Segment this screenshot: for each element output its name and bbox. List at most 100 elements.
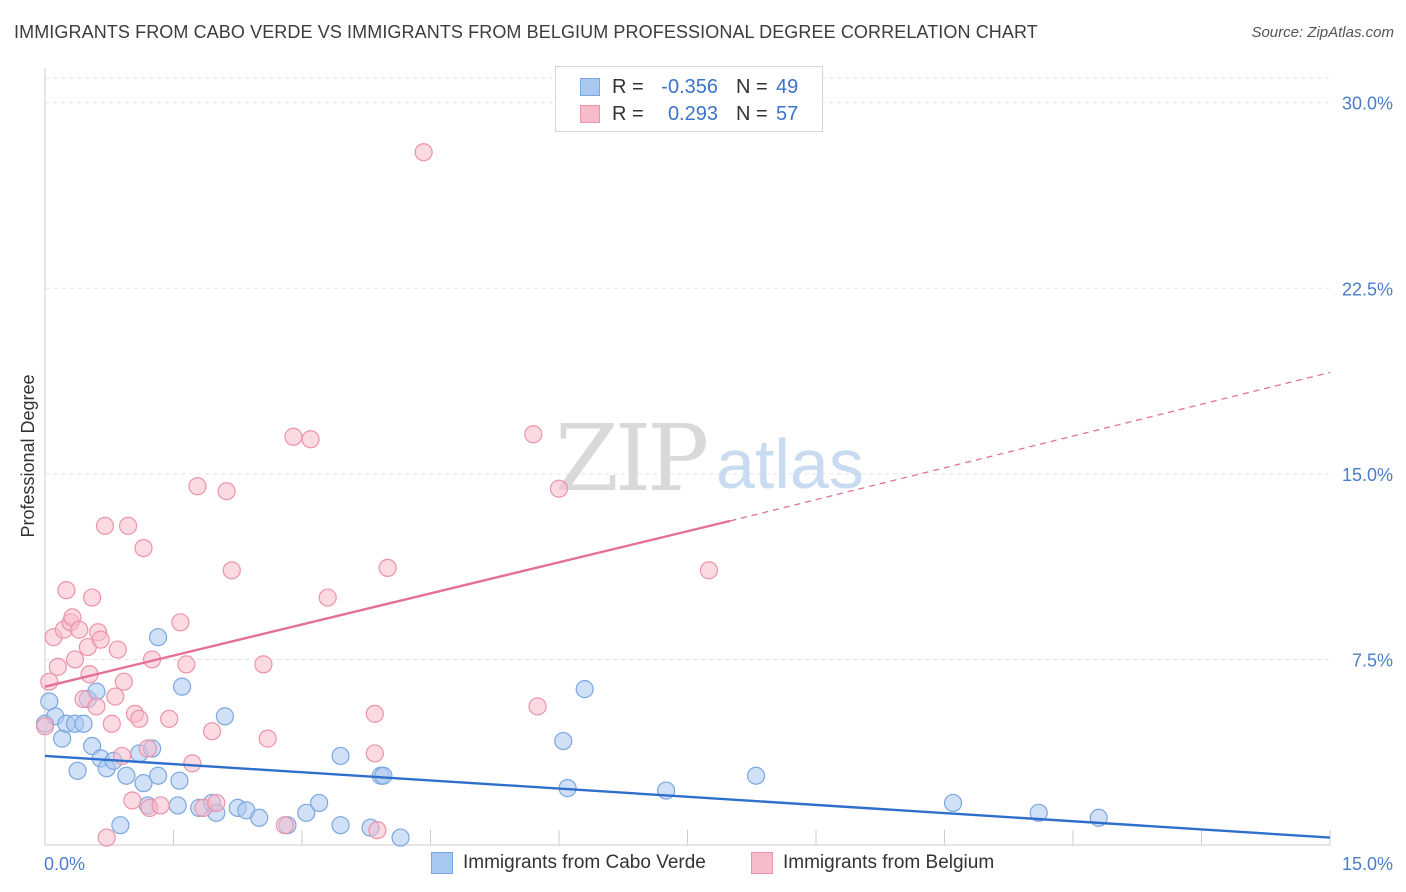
point-belgium xyxy=(207,793,226,813)
point-cabo-verde xyxy=(331,746,350,766)
point-cabo-verde xyxy=(297,803,316,822)
point-cabo-verde xyxy=(170,771,189,790)
bottom-swatch-cabo-verde xyxy=(431,852,453,874)
trend-lines xyxy=(44,371,1331,839)
point-cabo-verde xyxy=(331,816,350,835)
legend-n-label: N = xyxy=(736,102,768,125)
point-belgium xyxy=(549,479,569,498)
data-points xyxy=(35,143,1108,847)
legend-r-label: R = xyxy=(612,75,644,98)
point-belgium xyxy=(83,588,102,607)
point-cabo-verde xyxy=(250,808,269,827)
point-cabo-verde xyxy=(168,796,187,815)
legend-n-value: 49 xyxy=(776,75,799,98)
bottom-swatch-belgium xyxy=(751,852,773,874)
point-belgium xyxy=(528,697,547,716)
point-cabo-verde xyxy=(148,766,168,785)
x-tick-label: 0.0% xyxy=(44,854,85,874)
point-belgium xyxy=(217,482,236,501)
source-label: Source: ZipAtlas.com xyxy=(1251,24,1394,41)
point-belgium xyxy=(35,717,55,736)
point-belgium xyxy=(48,657,67,676)
legend-n-label: N = xyxy=(736,75,768,98)
legend-n-value: 57 xyxy=(776,102,799,125)
y-tick-label: 30.0% xyxy=(1342,94,1393,114)
point-belgium xyxy=(222,561,241,580)
point-belgium xyxy=(414,143,433,162)
legend-row-cabo-verde: R = -0.356 N = 49 xyxy=(580,74,798,100)
y-axis-label: Professional Degree xyxy=(18,374,38,537)
point-belgium xyxy=(301,430,320,449)
legend-swatch-cabo-verde xyxy=(580,78,600,96)
point-belgium xyxy=(130,709,149,728)
point-belgium xyxy=(97,828,116,847)
point-cabo-verde xyxy=(74,714,93,733)
point-belgium xyxy=(151,796,170,815)
point-belgium xyxy=(183,754,202,773)
point-belgium xyxy=(95,516,115,535)
point-cabo-verde xyxy=(83,736,102,756)
x-tick-label: 15.0% xyxy=(1342,854,1393,874)
point-cabo-verde xyxy=(746,766,766,785)
legend-swatch-belgium xyxy=(580,105,600,123)
legend-r-value: -0.356 xyxy=(661,75,718,98)
point-cabo-verde xyxy=(148,628,168,647)
legend-row-belgium: R = 0.293 N = 57 xyxy=(580,101,798,127)
point-belgium xyxy=(284,427,303,446)
stats-legend: R = -0.356 N = 49 R = 0.293 N = 57 xyxy=(555,66,823,132)
point-belgium xyxy=(365,744,384,763)
point-cabo-verde xyxy=(111,816,130,835)
point-belgium xyxy=(258,729,277,748)
bottom-legend-cabo-verde: Immigrants from Cabo Verde xyxy=(431,852,706,874)
watermark: ZIP atlas xyxy=(555,405,864,512)
point-belgium xyxy=(91,630,110,649)
legend-r-label: R = xyxy=(612,102,644,125)
point-cabo-verde xyxy=(1029,803,1048,822)
bottom-legend-belgium: Immigrants from Belgium xyxy=(751,852,994,874)
point-cabo-verde xyxy=(391,828,410,847)
point-belgium xyxy=(254,655,273,674)
y-tick-label: 15.0% xyxy=(1342,465,1393,485)
point-belgium xyxy=(114,672,133,691)
bottom-legend-label-cabo-verde: Immigrants from Cabo Verde xyxy=(463,852,706,873)
trend-line-belgium xyxy=(44,519,731,688)
point-cabo-verde xyxy=(943,793,963,813)
point-cabo-verde xyxy=(554,731,573,751)
y-tick-label: 22.5% xyxy=(1342,279,1393,299)
point-belgium xyxy=(318,588,337,607)
point-belgium xyxy=(57,581,76,600)
point-cabo-verde xyxy=(215,707,234,726)
point-belgium xyxy=(138,739,157,758)
point-cabo-verde xyxy=(134,774,153,793)
point-belgium xyxy=(123,791,142,810)
point-belgium xyxy=(378,558,397,577)
point-belgium xyxy=(118,516,138,535)
point-belgium xyxy=(177,655,196,674)
point-belgium xyxy=(171,613,190,632)
point-belgium xyxy=(106,687,125,706)
point-belgium xyxy=(524,425,543,444)
point-belgium xyxy=(134,538,153,558)
point-cabo-verde xyxy=(68,761,87,780)
point-belgium xyxy=(365,704,384,723)
point-belgium xyxy=(202,722,222,741)
watermark-atlas: atlas xyxy=(716,425,864,503)
point-belgium xyxy=(275,816,294,835)
legend-r-value: 0.293 xyxy=(667,102,718,125)
point-belgium xyxy=(65,650,85,669)
point-cabo-verde xyxy=(172,677,192,696)
point-belgium xyxy=(699,561,719,580)
point-belgium xyxy=(368,821,387,840)
y-tick-label: 7.5% xyxy=(1352,650,1393,670)
point-belgium xyxy=(102,714,121,733)
point-cabo-verde xyxy=(117,766,136,785)
point-belgium xyxy=(108,640,127,659)
point-cabo-verde xyxy=(374,766,393,785)
trend-line-cabo-verde xyxy=(44,754,1331,839)
chart-title: IMMIGRANTS FROM CABO VERDE VS IMMIGRANTS… xyxy=(14,22,1038,42)
watermark-zip: ZIP xyxy=(555,405,706,512)
point-belgium xyxy=(160,709,179,728)
point-cabo-verde xyxy=(575,680,594,699)
point-cabo-verde xyxy=(310,793,329,813)
